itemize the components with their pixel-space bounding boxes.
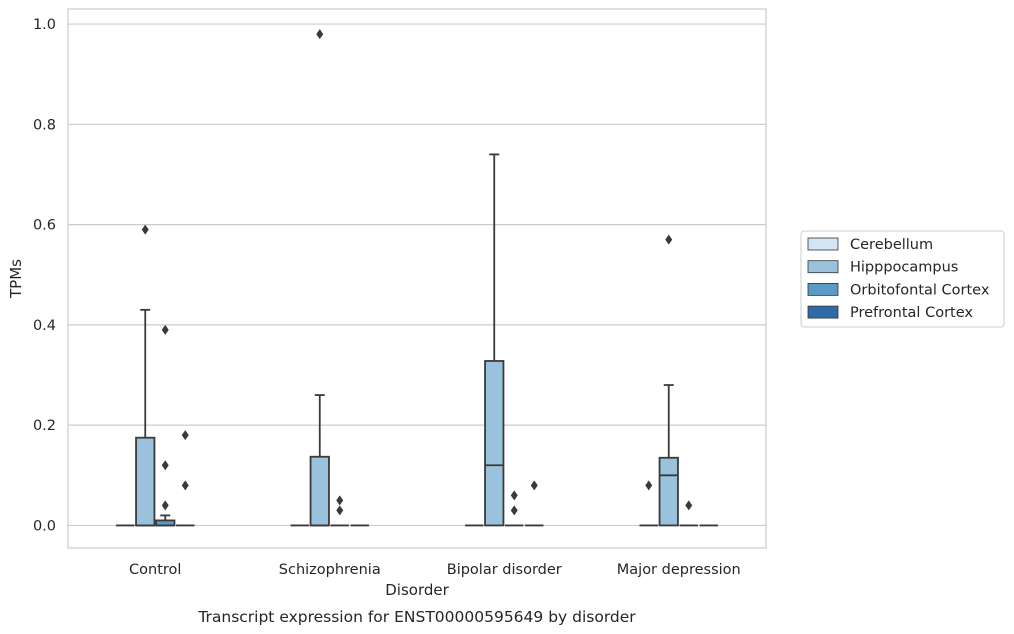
outlier-point <box>336 505 344 516</box>
outlier-point <box>141 224 149 235</box>
y-tick-label: 1.0 <box>33 17 56 33</box>
legend: Cerebellum Hipppocampus Orbitofontal Corte… <box>800 230 1005 328</box>
box-orbitofontal-cortex <box>330 495 349 527</box>
outlier-point <box>181 430 189 441</box>
x-tick-label: Bipolar disorder <box>447 562 562 578</box>
legend-label: Prefrontal Cortex <box>850 305 973 321</box>
x-axis-ticks: Control Schizophrenia Bipolar disorder Majo… <box>129 562 741 578</box>
outlier-point <box>316 29 324 40</box>
outlier-point <box>161 324 169 335</box>
outlier-point <box>510 490 518 501</box>
y-tick-label: 0.4 <box>33 318 56 334</box>
outlier-point <box>336 495 344 506</box>
y-tick-label: 0.6 <box>33 218 56 234</box>
legend-swatch <box>807 260 839 274</box>
y-axis-label: TPMs <box>7 259 25 299</box>
outlier-point <box>530 480 538 491</box>
chart-caption: Transcript expression for ENST0000059564… <box>197 608 636 626</box>
box-iqr <box>658 456 679 527</box>
outlier-point <box>645 480 653 491</box>
legend-label: Cerebellum <box>850 237 933 253</box>
x-tick-label: Schizophrenia <box>279 562 381 578</box>
y-tick-label: 0.0 <box>33 518 56 534</box>
box-hipppocampus <box>658 234 679 527</box>
legend-frame <box>800 230 1005 328</box>
box-orbitofontal-cortex <box>505 490 524 527</box>
box-prefrontal-cortex <box>176 430 195 527</box>
y-axis-ticks: 0.0 0.2 0.4 0.6 0.8 1.0 <box>33 17 56 534</box>
legend-label: Hipppocampus <box>850 260 958 276</box>
x-tick-label: Control <box>129 562 181 578</box>
x-axis-label: Disorder <box>385 581 449 599</box>
outlier-point <box>161 500 169 511</box>
box-iqr <box>309 455 330 527</box>
plot-area-frame <box>67 8 767 549</box>
legend-swatch <box>807 237 839 251</box>
box-hipppocampus <box>135 224 156 527</box>
grid-lines <box>68 23 766 527</box>
legend-label: Orbitofontal Cortex <box>850 282 990 298</box>
outlier-point <box>181 480 189 491</box>
box-iqr <box>135 436 156 527</box>
box-series <box>116 29 718 527</box>
box-hipppocampus <box>484 153 505 527</box>
outlier-point <box>161 460 169 471</box>
box-orbitofontal-cortex <box>679 500 698 527</box>
legend-swatch <box>807 282 839 296</box>
box-prefrontal-cortex <box>525 480 544 527</box>
legend-swatch <box>807 305 839 319</box>
y-tick-label: 0.2 <box>33 418 56 434</box>
outlier-point <box>510 505 518 516</box>
x-tick-label: Major depression <box>617 562 741 578</box>
box-orbitofontal-cortex <box>155 324 176 527</box>
y-tick-label: 0.8 <box>33 117 56 133</box>
box-hipppocampus <box>309 29 330 527</box>
outlier-point <box>685 500 693 511</box>
outlier-point <box>665 234 673 245</box>
box-iqr <box>484 360 505 527</box>
